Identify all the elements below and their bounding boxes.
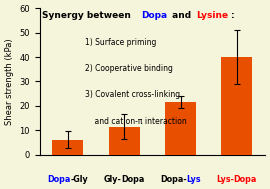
Text: 3) Covalent cross-linking: 3) Covalent cross-linking xyxy=(85,90,180,99)
Bar xyxy=(109,126,140,155)
Text: Dopa: Dopa xyxy=(234,175,257,184)
Bar xyxy=(52,140,83,155)
Text: -Gly: -Gly xyxy=(70,175,88,184)
Bar xyxy=(221,57,252,155)
Text: Lys: Lys xyxy=(186,175,201,184)
Text: Lys-: Lys- xyxy=(217,175,234,184)
Bar xyxy=(165,102,196,155)
Y-axis label: Shear strength (kPa): Shear strength (kPa) xyxy=(5,38,14,125)
Text: Dopa-: Dopa- xyxy=(161,175,187,184)
Text: Dopa: Dopa xyxy=(141,11,167,20)
Text: 2) Cooperative binding: 2) Cooperative binding xyxy=(85,64,173,73)
Text: Lysine: Lysine xyxy=(196,11,228,20)
Text: 1) Surface priming: 1) Surface priming xyxy=(85,38,156,47)
Text: Synergy between: Synergy between xyxy=(42,11,134,20)
Text: Dopa: Dopa xyxy=(121,175,144,184)
Text: and: and xyxy=(169,11,194,20)
Text: and cation-π interaction: and cation-π interaction xyxy=(85,117,187,125)
Text: Gly-: Gly- xyxy=(104,175,122,184)
Text: :: : xyxy=(231,11,235,20)
Text: Dopa: Dopa xyxy=(48,175,71,184)
